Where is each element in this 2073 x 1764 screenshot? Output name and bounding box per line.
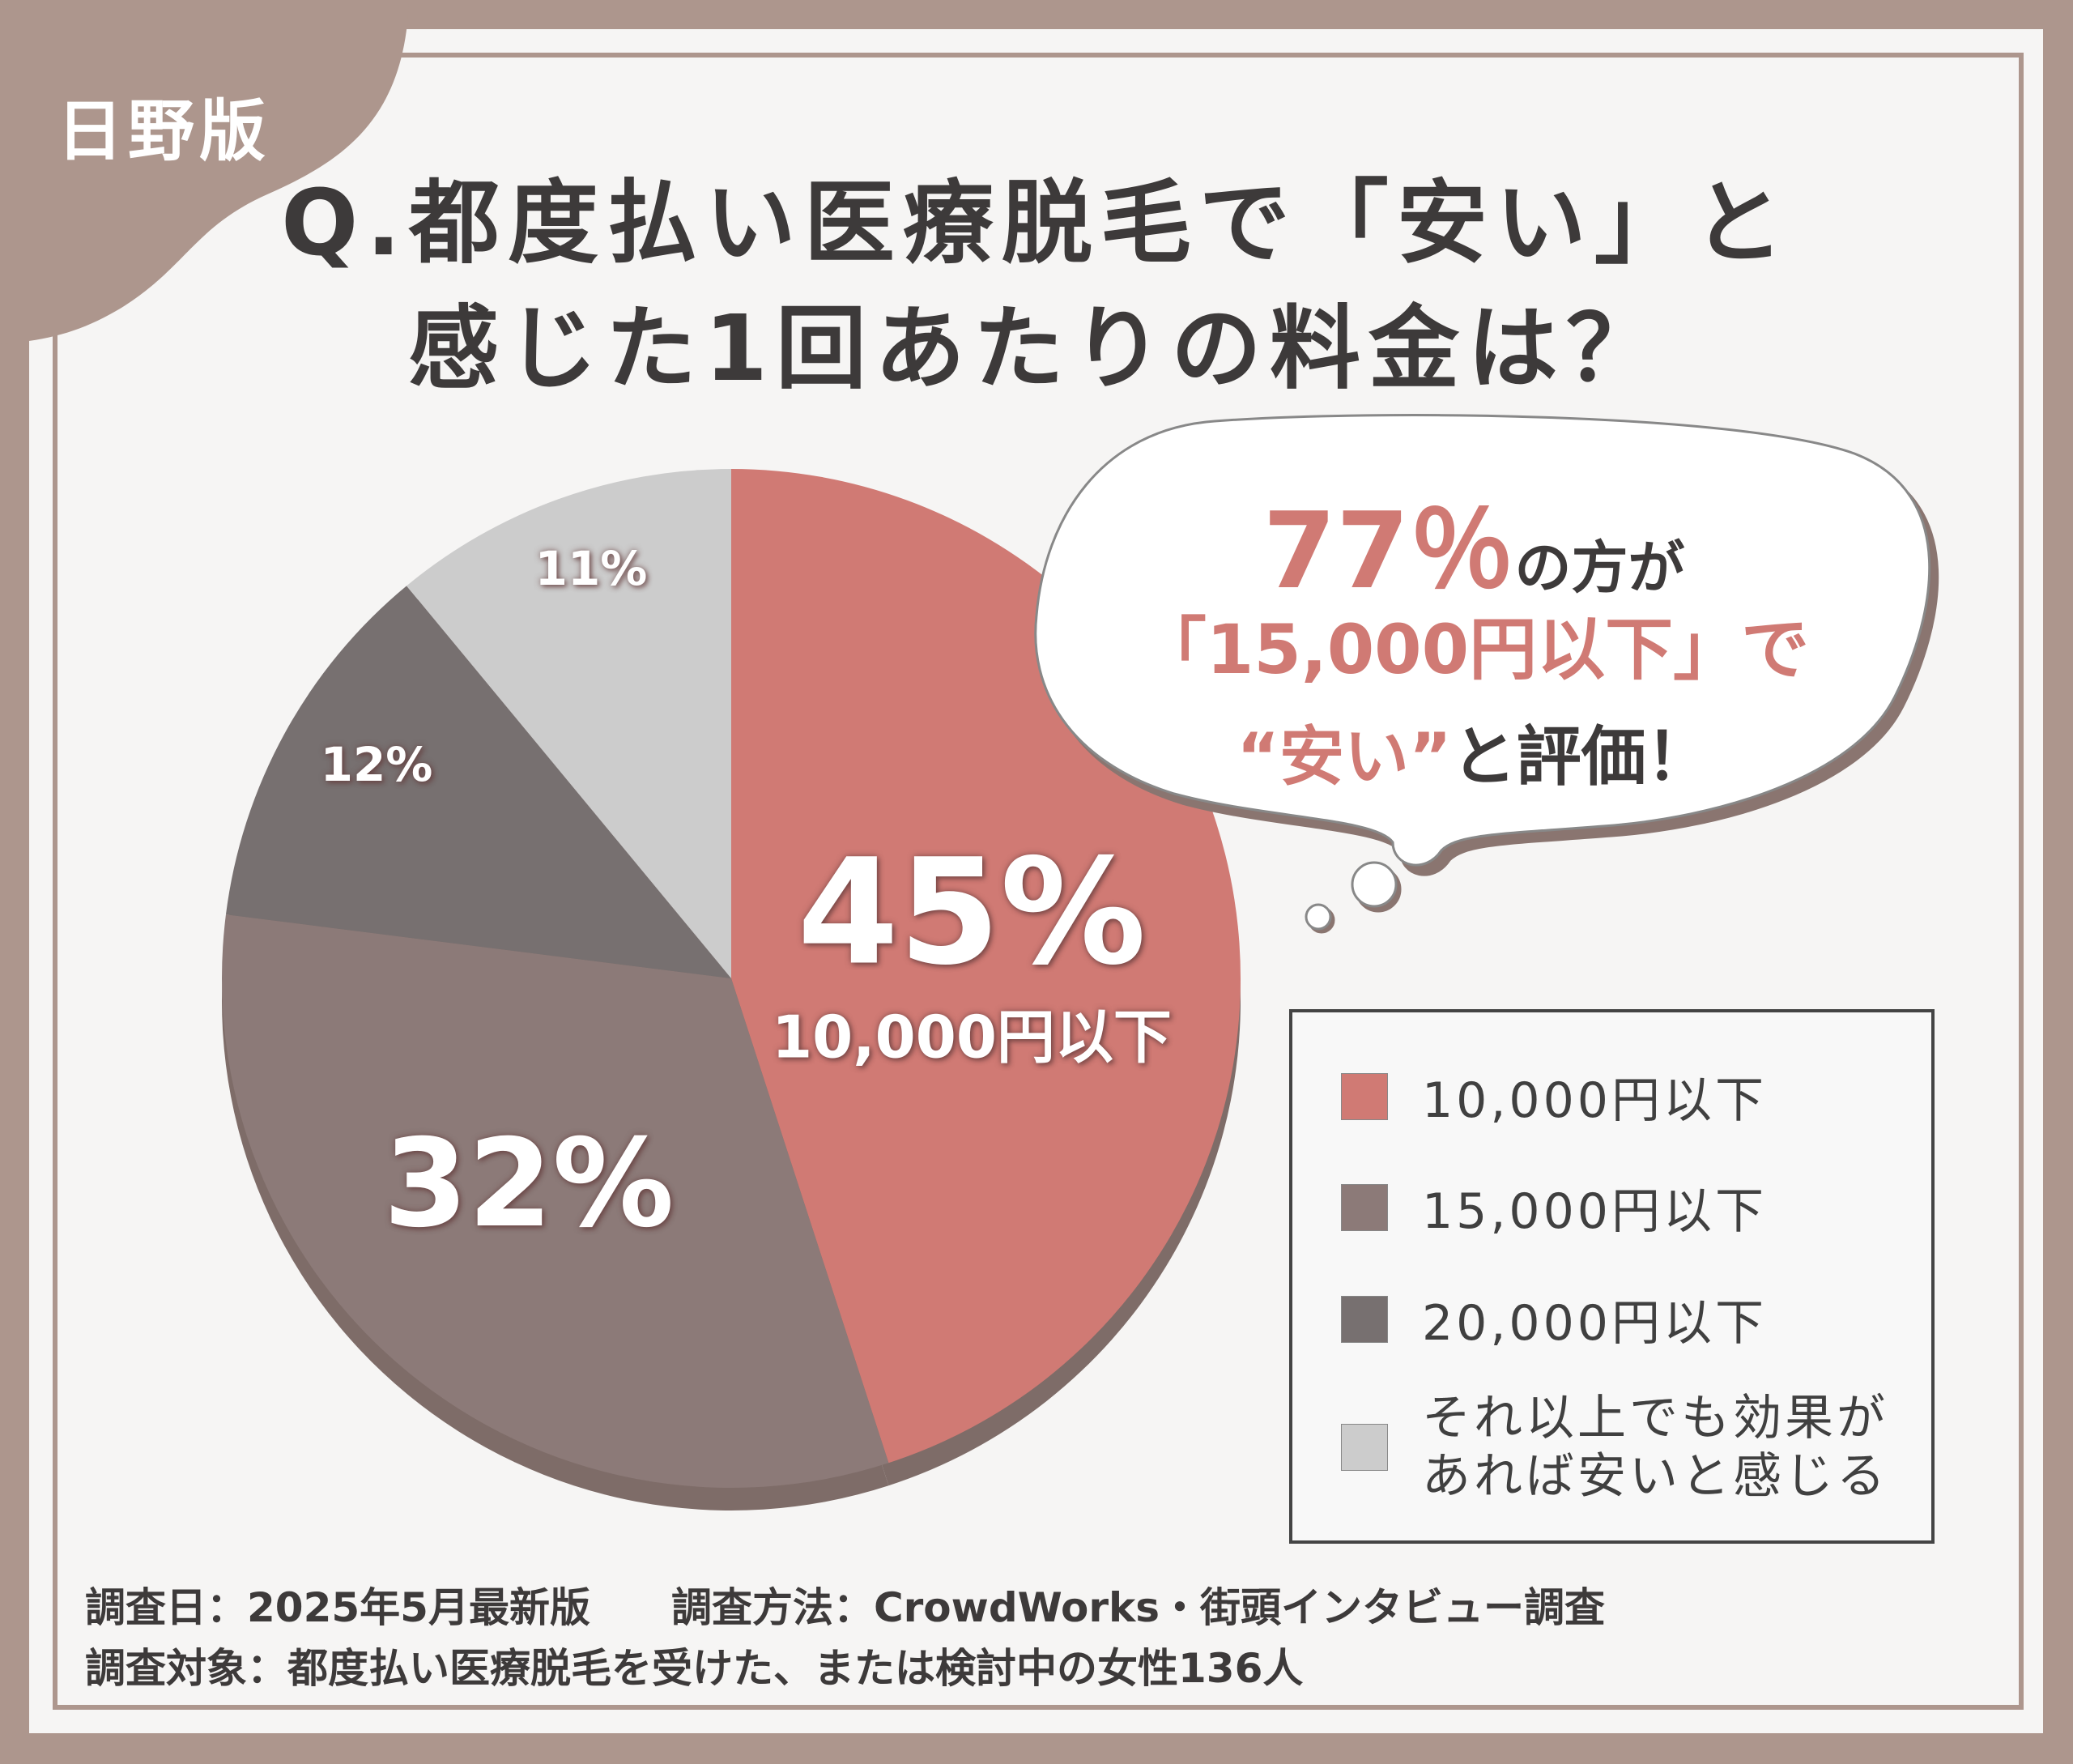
corner-tab bbox=[0, 0, 409, 344]
legend-swatch bbox=[1341, 1424, 1388, 1471]
title-line1: Q.都度払い医療脱毛で「安い」と bbox=[281, 171, 1792, 276]
legend-label: 10,000円以下 bbox=[1422, 1072, 1767, 1129]
legend-label: それ以上でも効果が あれば安いと感じる bbox=[1422, 1389, 1888, 1506]
legend-swatch bbox=[1341, 1295, 1388, 1343]
pie-slice-3 bbox=[225, 586, 731, 978]
frame bbox=[53, 53, 2024, 1710]
slice-sublabel-1: 10,000円以下 bbox=[772, 1003, 1172, 1072]
bubble-dot-small bbox=[1305, 903, 1332, 931]
legend-label-line1: それ以上でも効果が bbox=[1422, 1390, 1888, 1447]
bubble-line2: 「15,000円以下」で bbox=[1138, 610, 1810, 689]
slice-label-2: 32% bbox=[383, 1114, 675, 1255]
footer-line2: 調査対象：都度払い医療脱毛を受けた、または検討中の女性136人 bbox=[85, 1645, 1304, 1692]
legend-item-4: それ以上でも効果が あれば安いと感じる bbox=[1341, 1389, 1888, 1506]
bubble-line3-b: と評価！ bbox=[1451, 719, 1711, 795]
footer-line1: 調査日：2025年5月最新版 調査方法：CrowdWorks・街頭インタビュー調… bbox=[85, 1584, 1606, 1631]
legend-item-3: 20,000円以下 bbox=[1341, 1284, 1767, 1354]
bubble-line3-a: “安い” bbox=[1237, 719, 1452, 795]
legend-item-1: 10,000円以下 bbox=[1341, 1061, 1767, 1131]
bubble-pct: 77％ bbox=[1262, 489, 1515, 612]
legend: 10,000円以下 15,000円以下 20,000円以下 それ以上でも効果があ… bbox=[1289, 1009, 1935, 1544]
bubble-line1: 77％の方が bbox=[1045, 466, 1903, 618]
bubble-line3: “安い”と評価！ bbox=[1045, 705, 1903, 799]
pie-slice-2 bbox=[221, 914, 889, 1489]
legend-swatch bbox=[1341, 1072, 1388, 1120]
title-line2: 感じた1回あたりの料金は？ bbox=[408, 296, 1665, 402]
bubble-dot-large bbox=[1351, 861, 1398, 908]
legend-swatch bbox=[1341, 1183, 1388, 1231]
legend-label: 20,000円以下 bbox=[1422, 1295, 1767, 1352]
bubble-line1-rest: の方が bbox=[1514, 535, 1685, 601]
legend-label: 15,000円以下 bbox=[1422, 1183, 1767, 1240]
speech-bubble bbox=[1034, 414, 1931, 867]
pie-slice-4 bbox=[407, 469, 731, 978]
legend-item-2: 15,000円以下 bbox=[1341, 1172, 1767, 1242]
slice-label-4: 11% bbox=[534, 541, 648, 596]
legend-label-line2: あれば安いと感じる bbox=[1422, 1448, 1888, 1505]
slice-label-1: 45% bbox=[797, 828, 1147, 998]
brand-label: 日野版 bbox=[57, 93, 271, 170]
slice-label-3: 12% bbox=[320, 737, 433, 792]
